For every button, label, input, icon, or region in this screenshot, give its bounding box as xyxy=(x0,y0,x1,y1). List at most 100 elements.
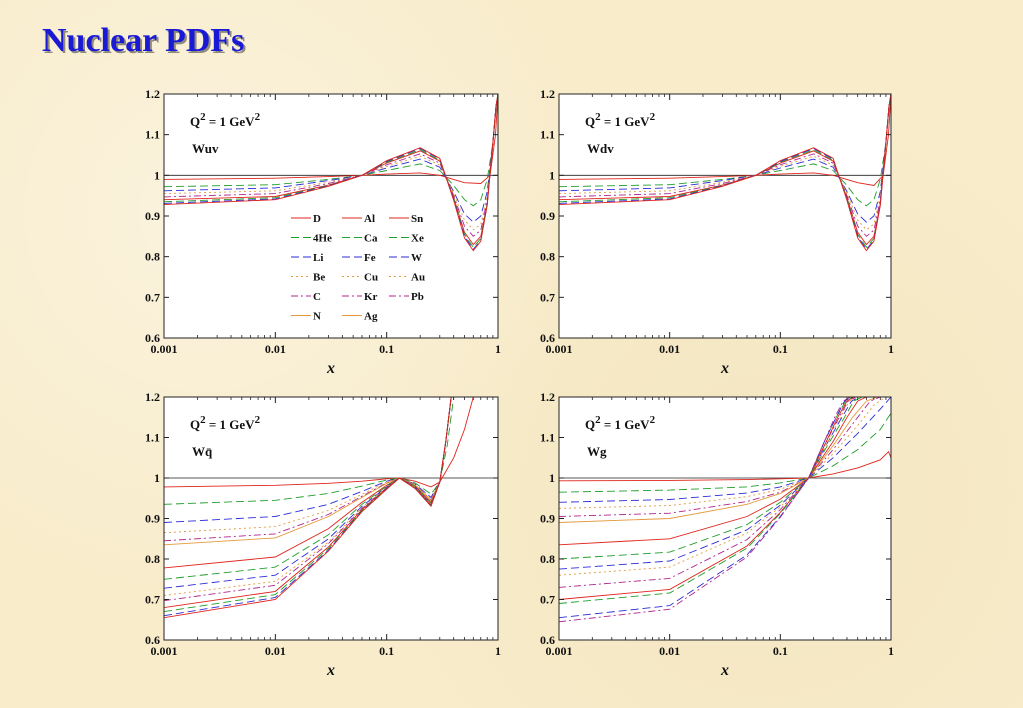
x-tick-label: 0.1 xyxy=(379,644,394,658)
plot-area xyxy=(164,94,498,338)
legend-label: 4He xyxy=(313,233,332,245)
x-tick-label: 1 xyxy=(888,342,894,356)
series-line-10 xyxy=(559,397,856,588)
legend-label: Sn xyxy=(411,213,423,225)
x-tick-label: 0.001 xyxy=(151,342,178,356)
x-tick-label: 0.001 xyxy=(546,644,573,658)
x-axis-label: x xyxy=(326,662,335,679)
x-tick-label: 1 xyxy=(495,644,501,658)
y-tick-label: 0.6 xyxy=(145,633,160,647)
y-tick-label: 1.1 xyxy=(145,128,160,142)
series-line-4 xyxy=(559,94,891,237)
y-tick-label: 0.7 xyxy=(540,290,555,304)
series-line-8 xyxy=(164,94,498,252)
panel-label: Wuv xyxy=(192,141,219,156)
chart-panel-g: 0.6 0.7 0.8 0.9 1 1.1 1.2 0.001 0.01 0.1 1 x Q2 = 1 … xyxy=(540,390,894,679)
x-tick-label: 0.01 xyxy=(659,644,680,658)
y-tick-label: 0.6 xyxy=(540,633,555,647)
y-tick-label: 0.8 xyxy=(540,552,555,566)
slide-title: Nuclear PDFs xyxy=(42,22,245,59)
x-tick-label: 0.1 xyxy=(773,342,788,356)
panel-label: Wg xyxy=(587,444,607,459)
x-tick-label: 1 xyxy=(888,644,894,658)
y-tick-label: 1 xyxy=(154,168,160,182)
y-tick-label: 0.9 xyxy=(540,512,555,526)
series-line-8 xyxy=(559,397,860,570)
legend-label: C xyxy=(313,291,321,303)
legend-label: Cu xyxy=(364,272,378,284)
y-tick-label: 0.7 xyxy=(145,290,160,304)
y-tick-label: 0.9 xyxy=(145,209,160,223)
legend-label: N xyxy=(313,311,321,323)
y-tick-label: 0.7 xyxy=(145,593,160,607)
y-tick-label: 0.7 xyxy=(540,593,555,607)
q2-annotation: Q2 = 1 GeV2 xyxy=(190,111,261,129)
panel-label: Wq̄ xyxy=(192,444,213,459)
y-tick-label: 1 xyxy=(549,471,555,485)
y-tick-label: 0.6 xyxy=(540,331,555,345)
x-axis-label: x xyxy=(720,360,729,377)
series-line-0 xyxy=(164,397,474,488)
series-line-9 xyxy=(164,397,452,596)
y-tick-label: 1.2 xyxy=(145,390,160,404)
x-axis-label: x xyxy=(720,662,729,679)
y-tick-label: 1.1 xyxy=(145,431,160,445)
legend-label: Xe xyxy=(411,233,424,245)
legend: D 4He Li Be CN Al Ca Fe Cu Kr Ag Sn Xe W Au Pb xyxy=(291,213,425,323)
series-line-8 xyxy=(559,94,891,252)
series-line-0 xyxy=(559,450,891,482)
series-line-1 xyxy=(559,94,891,207)
legend-label: Kr xyxy=(364,291,378,303)
series-group xyxy=(559,397,891,623)
x-tick-label: 0.01 xyxy=(265,342,286,356)
y-tick-label: 0.8 xyxy=(540,250,555,264)
legend-label: Be xyxy=(313,272,325,284)
legend-label: Au xyxy=(411,272,425,284)
y-tick-label: 1.1 xyxy=(540,431,555,445)
x-tick-label: 0.001 xyxy=(151,644,178,658)
x-tick-label: 0.1 xyxy=(379,342,394,356)
series-line-3 xyxy=(164,94,498,231)
plot-area xyxy=(559,94,891,338)
series-line-4 xyxy=(164,94,498,237)
y-tick-label: 1 xyxy=(154,471,160,485)
legend-label: W xyxy=(411,252,422,264)
y-tick-label: 0.6 xyxy=(145,331,160,345)
series-line-2 xyxy=(559,397,891,503)
y-tick-label: 0.9 xyxy=(145,512,160,526)
y-tick-label: 0.9 xyxy=(540,209,555,223)
series-line-0 xyxy=(559,94,891,186)
y-tick-label: 1.1 xyxy=(540,128,555,142)
chart-panel-uv: 0.6 0.7 0.8 0.9 1 1.1 1.2 0.001 0.01 0.1 1 x Q2 = 1 … xyxy=(145,87,501,377)
x-tick-label: 1 xyxy=(495,342,501,356)
series-line-3 xyxy=(559,397,887,509)
legend-label: Ag xyxy=(364,311,378,323)
series-line-14 xyxy=(559,397,851,623)
panel-label: Wdv xyxy=(587,141,614,156)
x-tick-label: 0.01 xyxy=(265,644,286,658)
y-tick-label: 1.2 xyxy=(540,390,555,404)
y-tick-label: 1.2 xyxy=(540,87,555,101)
q2-annotation: Q2 = 1 GeV2 xyxy=(190,414,261,432)
legend-label: Fe xyxy=(364,252,376,264)
legend-label: Ca xyxy=(364,233,378,245)
legend-label: D xyxy=(313,213,321,225)
q2-annotation: Q2 = 1 GeV2 xyxy=(585,111,656,129)
legend-label: Pb xyxy=(411,291,424,303)
chart-panel-qbar: 0.6 0.7 0.8 0.9 1 1.1 1.2 0.001 0.01 0.1 1 x Q2 = 1 … xyxy=(145,390,501,679)
series-line-1 xyxy=(164,397,455,505)
y-tick-label: 0.8 xyxy=(145,250,160,264)
series-group xyxy=(164,397,474,619)
series-line-1 xyxy=(559,412,891,493)
q2-annotation: Q2 = 1 GeV2 xyxy=(585,414,656,432)
series-line-3 xyxy=(559,94,891,231)
legend-label: Li xyxy=(313,252,323,264)
series-group xyxy=(559,94,891,252)
chart-panel-dv: 0.6 0.7 0.8 0.9 1 1.1 1.2 0.001 0.01 0.1 1 x Q2 = 1 … xyxy=(540,87,894,377)
x-axis-label: x xyxy=(326,360,335,377)
y-tick-label: 1.2 xyxy=(145,87,160,101)
y-tick-label: 0.8 xyxy=(145,552,160,566)
x-tick-label: 0.1 xyxy=(773,644,788,658)
legend-label: Al xyxy=(364,213,375,225)
